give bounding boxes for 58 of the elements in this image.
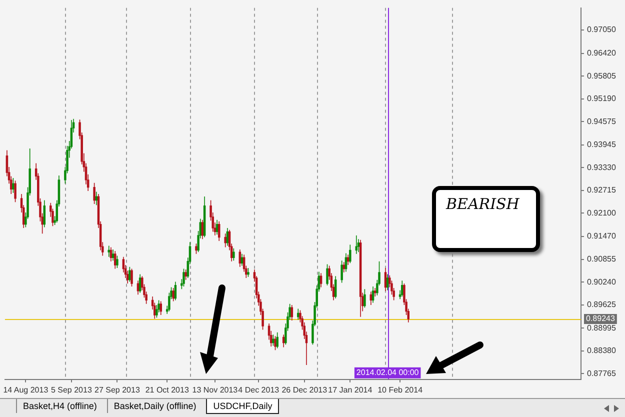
y-tick-label: 0.95805 <box>587 71 616 80</box>
y-tick-label: 0.95190 <box>587 94 616 104</box>
y-tick-label: 0.96420 <box>587 48 616 58</box>
candlestick <box>276 332 278 349</box>
y-tick-label: 0.94575 <box>587 116 616 126</box>
candlestick <box>340 260 343 284</box>
text: Basket,Daily (offline) <box>106 399 202 413</box>
callout-box: BEARISH <box>432 186 540 252</box>
candlestick <box>182 268 185 287</box>
y-tick-label: 0.93330 <box>587 162 616 172</box>
candlestick <box>342 262 346 273</box>
candlestick <box>138 274 142 294</box>
y-tick-label: 0.90855 <box>587 254 616 264</box>
candlestick <box>357 238 360 252</box>
candlestick <box>93 182 96 204</box>
annotation: BEARISH <box>446 195 520 213</box>
y-tick-label: 0.89625 <box>587 300 616 310</box>
candlestick <box>130 268 133 287</box>
ref-line-label: 2014.02.04 00:00 <box>356 368 420 378</box>
candlestick <box>160 300 162 316</box>
candlestick <box>112 249 114 261</box>
x-tick-label: 27 Sep 2013 <box>94 385 140 394</box>
candlestick <box>274 336 276 351</box>
candlestick <box>238 249 242 268</box>
candlestick <box>224 233 226 248</box>
candlestick <box>349 244 352 264</box>
x-tick-label: 10 Feb 2014 <box>378 385 424 394</box>
candlestick <box>172 288 174 302</box>
candlestick <box>14 180 16 203</box>
ref-line-label: 0.89243 <box>586 314 616 324</box>
y-tick-label: 0.90240 <box>587 277 616 286</box>
x-tick-label: 17 Jan 2014 <box>328 385 373 394</box>
candlestick <box>136 280 140 296</box>
y-tick-label: 0.92715 <box>587 186 616 195</box>
y-tick-label: 0.88995 <box>587 323 616 332</box>
y-tick-label: 0.92100 <box>587 208 616 218</box>
candlestick <box>355 235 358 254</box>
candlestick <box>95 191 98 206</box>
x-tick-label: 26 Dec 2013 <box>282 385 328 394</box>
candlestick <box>272 334 274 346</box>
x-tick-label: 13 Nov 2013 <box>192 385 238 394</box>
candlestick <box>195 243 198 254</box>
x-tick-label: 21 Oct 2013 <box>145 385 190 394</box>
candlestick <box>364 288 366 308</box>
y-tick-label: 0.97050 <box>587 25 616 34</box>
x-tick-label: 5 Sep 2013 <box>50 385 92 394</box>
candlestick <box>326 264 328 286</box>
x-tick-label: 14 Aug 2013 <box>3 385 49 394</box>
candlestick <box>184 269 187 280</box>
y-tick-label: 0.88380 <box>587 346 616 356</box>
text: Basket,H4 (offline) <box>16 399 103 413</box>
y-tick-label: 0.91470 <box>587 232 616 241</box>
y-tick-label: 0.93945 <box>587 140 616 150</box>
candlestick <box>232 248 235 261</box>
candlestick <box>116 255 118 268</box>
x-tick-label: 4 Dec 2013 <box>238 385 280 394</box>
candlestick <box>114 250 116 270</box>
y-tick-label: 0.87765 <box>587 368 616 378</box>
